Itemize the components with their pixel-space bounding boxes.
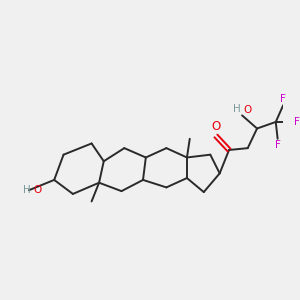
Text: O: O xyxy=(33,185,41,195)
Text: O: O xyxy=(244,105,252,115)
Text: F: F xyxy=(275,140,280,150)
Text: F: F xyxy=(280,94,286,104)
Text: O: O xyxy=(211,120,220,133)
Text: H: H xyxy=(22,185,30,195)
Text: H: H xyxy=(233,104,241,114)
Text: F: F xyxy=(294,117,300,127)
